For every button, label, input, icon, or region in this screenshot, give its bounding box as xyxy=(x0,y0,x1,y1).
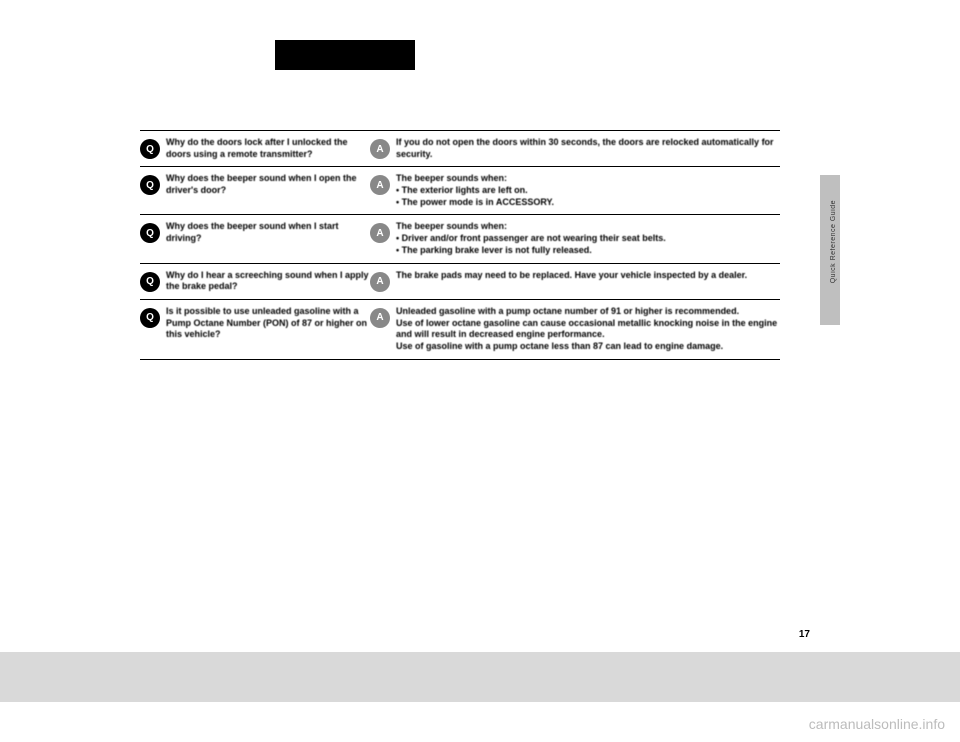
faq-row: Q Is it possible to use unleaded gasolin… xyxy=(140,299,780,360)
answer-col: A The beeper sounds when: Driver and/or … xyxy=(370,221,780,256)
a-icon: A xyxy=(370,139,390,159)
answer-text: Unleaded gasoline with a pump octane num… xyxy=(396,306,780,353)
side-tab-label: Quick Reference Guide xyxy=(830,200,837,283)
footer-bar xyxy=(0,652,960,702)
question-text: Why does the beeper sound when I open th… xyxy=(166,173,370,196)
q-icon: Q xyxy=(140,308,160,328)
q-icon: Q xyxy=(140,175,160,195)
q-icon: Q xyxy=(140,139,160,159)
answer-text: If you do not open the doors within 30 s… xyxy=(396,137,780,160)
answer-col: A The beeper sounds when: The exterior l… xyxy=(370,173,780,208)
answer-list-item: The parking brake lever is not fully rel… xyxy=(396,245,666,257)
answer-text: The beeper sounds when: The exterior lig… xyxy=(396,173,554,208)
watermark-text: carmanualsonline.info xyxy=(809,716,945,732)
a-icon: A xyxy=(370,272,390,292)
faq-row: Q Why do the doors lock after I unlocked… xyxy=(140,130,780,166)
question-text: Why do I hear a screeching sound when I … xyxy=(166,270,370,293)
answer-list-item: The power mode is in ACCESSORY. xyxy=(396,197,554,209)
header-badge xyxy=(275,40,415,70)
a-icon: A xyxy=(370,308,390,328)
question-col: Q Why does the beeper sound when I open … xyxy=(140,173,370,196)
answer-list-item: The exterior lights are left on. xyxy=(396,185,554,197)
answer-list: The exterior lights are left on. The pow… xyxy=(396,185,554,208)
question-col: Q Is it possible to use unleaded gasolin… xyxy=(140,306,370,341)
question-text: Is it possible to use unleaded gasoline … xyxy=(166,306,370,341)
answer-text: The brake pads may need to be replaced. … xyxy=(396,270,747,282)
answer-col: A Unleaded gasoline with a pump octane n… xyxy=(370,306,780,353)
faq-list: Q Why do the doors lock after I unlocked… xyxy=(140,130,780,360)
answer-text: The beeper sounds when: Driver and/or fr… xyxy=(396,221,666,256)
answer-intro: The beeper sounds when: xyxy=(396,221,507,231)
faq-row: Q Why does the beeper sound when I start… xyxy=(140,214,780,262)
question-col: Q Why do I hear a screeching sound when … xyxy=(140,270,370,293)
page-container: Q Why do the doors lock after I unlocked… xyxy=(120,40,840,660)
question-col: Q Why do the doors lock after I unlocked… xyxy=(140,137,370,160)
answer-col: A If you do not open the doors within 30… xyxy=(370,137,780,160)
a-icon: A xyxy=(370,223,390,243)
question-text: Why do the doors lock after I unlocked t… xyxy=(166,137,370,160)
faq-row: Q Why do I hear a screeching sound when … xyxy=(140,263,780,299)
answer-list: Driver and/or front passenger are not we… xyxy=(396,233,666,256)
question-col: Q Why does the beeper sound when I start… xyxy=(140,221,370,244)
answer-col: A The brake pads may need to be replaced… xyxy=(370,270,780,292)
q-icon: Q xyxy=(140,223,160,243)
a-icon: A xyxy=(370,175,390,195)
answer-list-item: Driver and/or front passenger are not we… xyxy=(396,233,666,245)
question-text: Why does the beeper sound when I start d… xyxy=(166,221,370,244)
answer-intro: The beeper sounds when: xyxy=(396,173,507,183)
q-icon: Q xyxy=(140,272,160,292)
faq-row: Q Why does the beeper sound when I open … xyxy=(140,166,780,214)
page-number: 17 xyxy=(799,629,810,640)
